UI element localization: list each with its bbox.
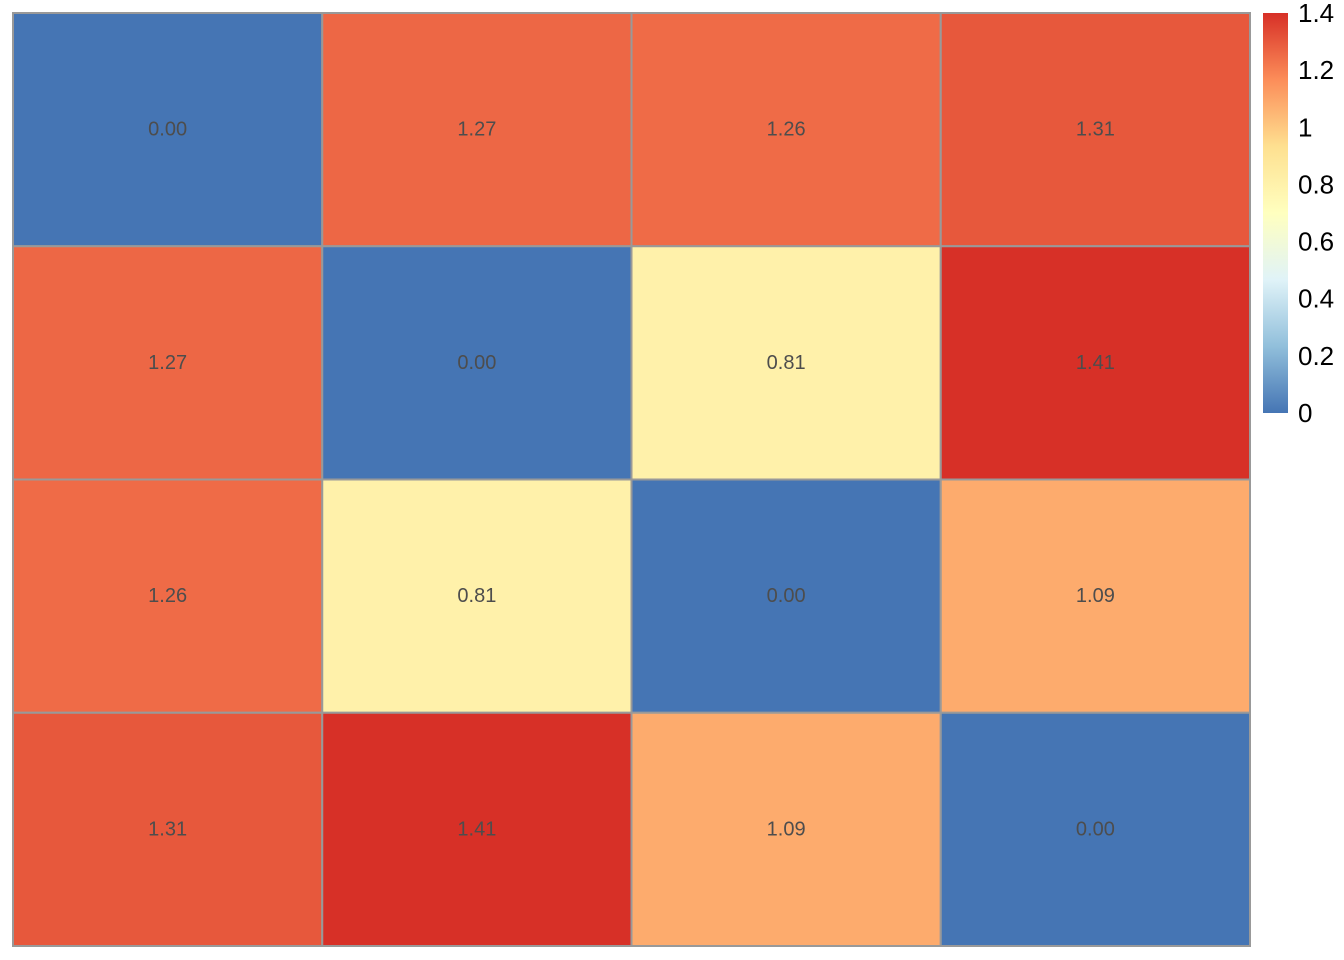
heatmap-cell-r4-c1 <box>12 711 324 947</box>
cell-value-label: 0.81 <box>457 585 496 607</box>
cell-value-label: 1.09 <box>1076 585 1115 607</box>
heatmap-cell-r3-c4 <box>939 478 1251 714</box>
legend-tick-label: 1.2 <box>1298 55 1334 85</box>
heatmap-cell-r4-c2 <box>321 711 633 947</box>
heatmap-cell-r2-c4 <box>939 245 1251 481</box>
heatmap-cell-r1-c4 <box>939 12 1251 248</box>
cell-value-label: 1.41 <box>1076 352 1115 374</box>
heatmap-cell-r2-c1 <box>12 245 324 481</box>
legend-tick-label: 1 <box>1298 112 1312 142</box>
cell-value-label: 1.31 <box>1076 119 1115 141</box>
cell-value-label: 1.31 <box>148 818 187 840</box>
cell-value-label: 1.26 <box>767 119 806 141</box>
cell-value-label: 0.00 <box>767 585 806 607</box>
legend-tick-label: 0.6 <box>1298 227 1334 257</box>
cell-value-label: 1.27 <box>148 352 187 374</box>
heatmap-cell-labels: 0.00 1.27 1.26 1.31 1.27 0.00 0.81 1.41 1.26 0.81… <box>148 119 1115 841</box>
heatmap-cell-r1-c2 <box>321 12 633 248</box>
heatmap-cell-r4-c3 <box>630 711 942 947</box>
legend-color-bar <box>1263 13 1288 413</box>
legend-tick-label: 0.4 <box>1298 284 1334 314</box>
cell-value-label: 0.00 <box>148 119 187 141</box>
cell-value-label: 0.00 <box>457 352 496 374</box>
cell-value-label: 1.27 <box>457 119 496 141</box>
heatmap-cells <box>12 12 1251 947</box>
cell-value-label: 1.41 <box>457 818 496 840</box>
heatmap-cell-r1-c1 <box>12 12 324 248</box>
color-legend: 0 0.2 0.4 0.6 0.8 1 1.2 1.4 <box>1263 0 1334 428</box>
legend-tick-label: 0 <box>1298 398 1312 428</box>
cell-value-label: 0.00 <box>1076 818 1115 840</box>
legend-tick-label: 0.8 <box>1298 169 1334 199</box>
heatmap-cell-r2-c2 <box>321 245 633 481</box>
heatmap-cell-r1-c3 <box>630 12 942 248</box>
legend-tick-label: 0.2 <box>1298 341 1334 371</box>
heatmap-cell-r3-c2 <box>321 478 633 714</box>
cell-value-label: 1.09 <box>767 818 806 840</box>
cell-value-label: 0.81 <box>767 352 806 374</box>
cell-value-label: 1.26 <box>148 585 187 607</box>
legend-tick-label: 1.4 <box>1298 0 1334 28</box>
heatmap-cell-r4-c4 <box>939 711 1251 947</box>
